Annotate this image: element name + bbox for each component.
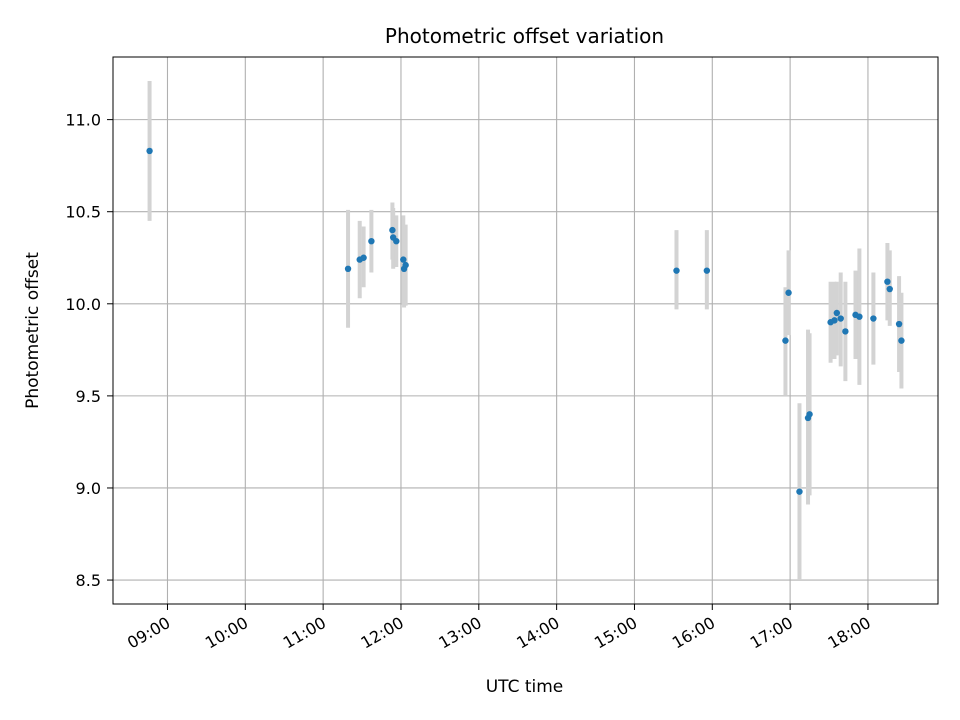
data-point	[898, 337, 905, 344]
data-point	[400, 256, 407, 263]
data-point	[806, 411, 813, 418]
data-point	[146, 147, 153, 155]
y-tick-label: 9.5	[76, 387, 101, 406]
data-point	[831, 317, 838, 324]
data-point	[368, 237, 375, 245]
data-point	[833, 309, 841, 317]
data-point	[673, 267, 680, 274]
data-point	[895, 320, 903, 328]
chart-title: Photometric offset variation	[385, 24, 664, 48]
data-point	[785, 289, 792, 296]
data-point	[344, 265, 352, 273]
grid-layer	[113, 57, 938, 604]
y-tick-label: 11.0	[65, 111, 101, 130]
data-point	[389, 226, 396, 234]
y-tick-label: 8.5	[76, 571, 101, 590]
data-point	[870, 315, 877, 322]
data-point	[842, 328, 849, 335]
data-point	[886, 285, 893, 293]
plot-frame	[112, 56, 939, 605]
data-point	[782, 337, 789, 344]
data-point	[856, 313, 863, 320]
y-tick-label: 9.0	[76, 479, 101, 498]
data-point	[837, 315, 844, 322]
data-point	[703, 267, 711, 274]
data-point	[884, 278, 891, 285]
data-point	[393, 237, 400, 245]
y-tick-label: 10.5	[65, 203, 101, 222]
data-point	[796, 488, 803, 495]
x-axis-label: UTC time	[486, 677, 564, 697]
y-axis-ticks: 8.5 9.0 9.5 10.0 10.5 11.0	[65, 111, 113, 590]
data-points-layer	[146, 147, 905, 495]
data-point	[360, 254, 367, 261]
y-axis-label: Photometric offset	[23, 252, 43, 409]
y-tick-label: 10.0	[65, 295, 101, 314]
data-point	[402, 261, 409, 269]
